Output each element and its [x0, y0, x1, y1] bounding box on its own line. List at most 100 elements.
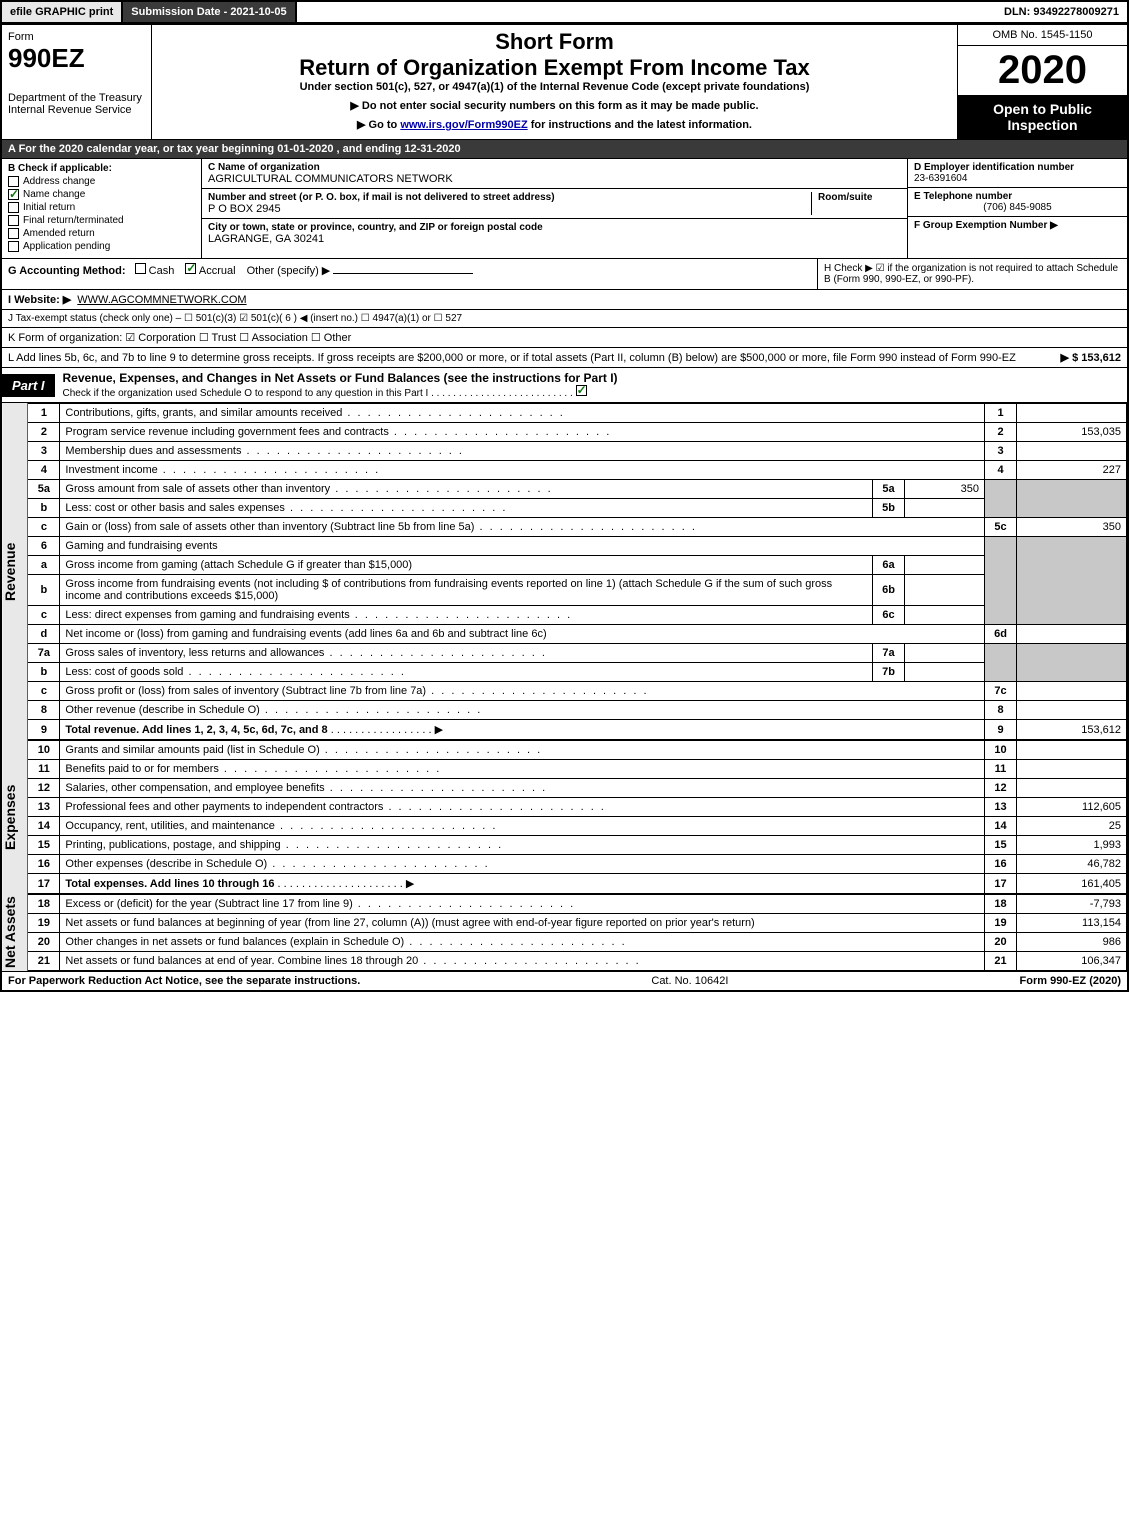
row-13: 13Professional fees and other payments t…: [28, 798, 1127, 817]
org-name: AGRICULTURAL COMMUNICATORS NETWORK: [208, 173, 901, 185]
open-to-public: Open to Public Inspection: [958, 95, 1127, 139]
netassets-section: Net Assets 18Excess or (deficit) for the…: [0, 894, 1129, 971]
expenses-sidelabel: Expenses: [2, 740, 27, 894]
chk-schedule-o[interactable]: [576, 385, 587, 396]
netassets-sidelabel: Net Assets: [2, 894, 27, 971]
efile-print-button[interactable]: efile GRAPHIC print: [2, 2, 123, 22]
line-g-label: G Accounting Method:: [8, 265, 126, 277]
line-l: L Add lines 5b, 6c, and 7b to line 9 to …: [0, 348, 1129, 368]
chk-address-change[interactable]: Address change: [8, 176, 195, 187]
part1-subtitle: Check if the organization used Schedule …: [63, 385, 1119, 399]
row-7c: cGross profit or (loss) from sales of in…: [28, 682, 1127, 701]
row-16: 16Other expenses (describe in Schedule O…: [28, 855, 1127, 874]
line-l-amount: ▶ $ 153,612: [1061, 351, 1121, 364]
form-label: Form: [8, 31, 145, 43]
chk-amended-return[interactable]: Amended return: [8, 228, 195, 239]
row-2: 2Program service revenue including gover…: [28, 423, 1127, 442]
short-form-title: Short Form: [158, 29, 951, 55]
line-h: H Check ▶ ☑ if the organization is not r…: [817, 259, 1127, 289]
addr-label: Number and street (or P. O. box, if mail…: [208, 192, 811, 203]
line-i: I Website: ▶ WWW.AGCOMMNETWORK.COM: [0, 290, 1129, 310]
org-address: P O BOX 2945: [208, 203, 811, 215]
row-14: 14Occupancy, rent, utilities, and mainte…: [28, 817, 1127, 836]
chk-application-pending[interactable]: Application pending: [8, 241, 195, 252]
header-right: OMB No. 1545-1150 2020 Open to Public In…: [957, 25, 1127, 139]
notice-goto: ▶ Go to www.irs.gov/Form990EZ for instru…: [158, 118, 951, 131]
irs-link[interactable]: www.irs.gov/Form990EZ: [400, 119, 527, 131]
dln-label: DLN: 93492278009271: [996, 2, 1127, 22]
row-6: 6Gaming and fundraising events: [28, 537, 1127, 556]
phone-value: (706) 845-9085: [914, 202, 1121, 213]
ein-label: D Employer identification number: [914, 162, 1121, 173]
row-21: 21Net assets or fund balances at end of …: [28, 952, 1127, 971]
row-11: 11Benefits paid to or for members11: [28, 760, 1127, 779]
row-7a: 7aGross sales of inventory, less returns…: [28, 644, 1127, 663]
chk-name-change[interactable]: Name change: [8, 189, 195, 200]
expenses-table: 10Grants and similar amounts paid (list …: [27, 740, 1127, 894]
dept-treasury: Department of the Treasury: [8, 92, 145, 104]
row-4: 4Investment income4227: [28, 461, 1127, 480]
subtitle: Under section 501(c), 527, or 4947(a)(1)…: [158, 81, 951, 93]
section-gh: G Accounting Method: Cash Accrual Other …: [0, 259, 1129, 290]
col-b-header: B Check if applicable:: [8, 163, 195, 174]
row-6a: aGross income from gaming (attach Schedu…: [28, 556, 1127, 575]
room-label: Room/suite: [818, 192, 901, 203]
main-title: Return of Organization Exempt From Incom…: [158, 55, 951, 81]
notice-ssn: ▶ Do not enter social security numbers o…: [158, 99, 951, 112]
row-6c: cLess: direct expenses from gaming and f…: [28, 606, 1127, 625]
row-5b: bLess: cost or other basis and sales exp…: [28, 499, 1127, 518]
part1-label: Part I: [2, 374, 55, 397]
row-1: 1Contributions, gifts, grants, and simil…: [28, 404, 1127, 423]
line-l-text: L Add lines 5b, 6c, and 7b to line 9 to …: [8, 352, 1055, 364]
line-k: K Form of organization: ☑ Corporation ☐ …: [0, 328, 1129, 348]
part1-title: Revenue, Expenses, and Changes in Net As…: [55, 368, 1127, 402]
chk-cash[interactable]: [135, 263, 146, 274]
line-j: J Tax-exempt status (check only one) – ☐…: [0, 310, 1129, 328]
form-number: 990EZ: [8, 43, 145, 74]
form-header: Form 990EZ Department of the Treasury In…: [0, 25, 1129, 140]
line-i-label: I Website: ▶: [8, 293, 71, 306]
omb-number: OMB No. 1545-1150: [958, 25, 1127, 46]
revenue-table: 1Contributions, gifts, grants, and simil…: [27, 403, 1127, 740]
submission-date-label: Submission Date - 2021-10-05: [123, 2, 296, 22]
netassets-table: 18Excess or (deficit) for the year (Subt…: [27, 894, 1127, 971]
irs-label: Internal Revenue Service: [8, 104, 145, 116]
website-value: WWW.AGCOMMNETWORK.COM: [77, 294, 246, 306]
chk-final-return[interactable]: Final return/terminated: [8, 215, 195, 226]
header-center: Short Form Return of Organization Exempt…: [152, 25, 957, 139]
ein-value: 23-6391604: [914, 173, 1121, 184]
section-bcd: B Check if applicable: Address change Na…: [0, 159, 1129, 259]
top-bar: efile GRAPHIC print Submission Date - 20…: [0, 0, 1129, 25]
row-5a: 5aGross amount from sale of assets other…: [28, 480, 1127, 499]
org-city: LAGRANGE, GA 30241: [208, 233, 901, 245]
row-15: 15Printing, publications, postage, and s…: [28, 836, 1127, 855]
row-5c: cGain or (loss) from sale of assets othe…: [28, 518, 1127, 537]
group-exemption-label: F Group Exemption Number ▶: [914, 220, 1121, 231]
city-label: City or town, state or province, country…: [208, 222, 901, 233]
row-3: 3Membership dues and assessments3: [28, 442, 1127, 461]
row-19: 19Net assets or fund balances at beginni…: [28, 914, 1127, 933]
revenue-section: Revenue 1Contributions, gifts, grants, a…: [0, 403, 1129, 740]
row-10: 10Grants and similar amounts paid (list …: [28, 741, 1127, 760]
expenses-section: Expenses 10Grants and similar amounts pa…: [0, 740, 1129, 894]
footer-right: Form 990-EZ (2020): [1020, 975, 1121, 987]
line-g-other: Other (specify) ▶: [247, 265, 331, 277]
row-7b: bLess: cost of goods sold7b: [28, 663, 1127, 682]
footer-left: For Paperwork Reduction Act Notice, see …: [8, 975, 360, 987]
phone-label: E Telephone number: [914, 191, 1121, 202]
part1-header: Part I Revenue, Expenses, and Changes in…: [0, 368, 1129, 403]
org-name-label: C Name of organization: [208, 162, 901, 173]
tax-year: 2020: [958, 46, 1127, 95]
revenue-sidelabel: Revenue: [2, 403, 27, 740]
row-6b: bGross income from fundraising events (n…: [28, 575, 1127, 606]
page-footer: For Paperwork Reduction Act Notice, see …: [0, 971, 1129, 992]
row-20: 20Other changes in net assets or fund ba…: [28, 933, 1127, 952]
col-c-org: C Name of organization AGRICULTURAL COMM…: [202, 159, 907, 258]
chk-accrual[interactable]: [185, 263, 196, 274]
row-9: 9Total revenue. Add lines 1, 2, 3, 4, 5c…: [28, 720, 1127, 740]
header-left: Form 990EZ Department of the Treasury In…: [2, 25, 152, 139]
row-17: 17Total expenses. Add lines 10 through 1…: [28, 874, 1127, 894]
chk-initial-return[interactable]: Initial return: [8, 202, 195, 213]
row-8: 8Other revenue (describe in Schedule O)8: [28, 701, 1127, 720]
row-12: 12Salaries, other compensation, and empl…: [28, 779, 1127, 798]
